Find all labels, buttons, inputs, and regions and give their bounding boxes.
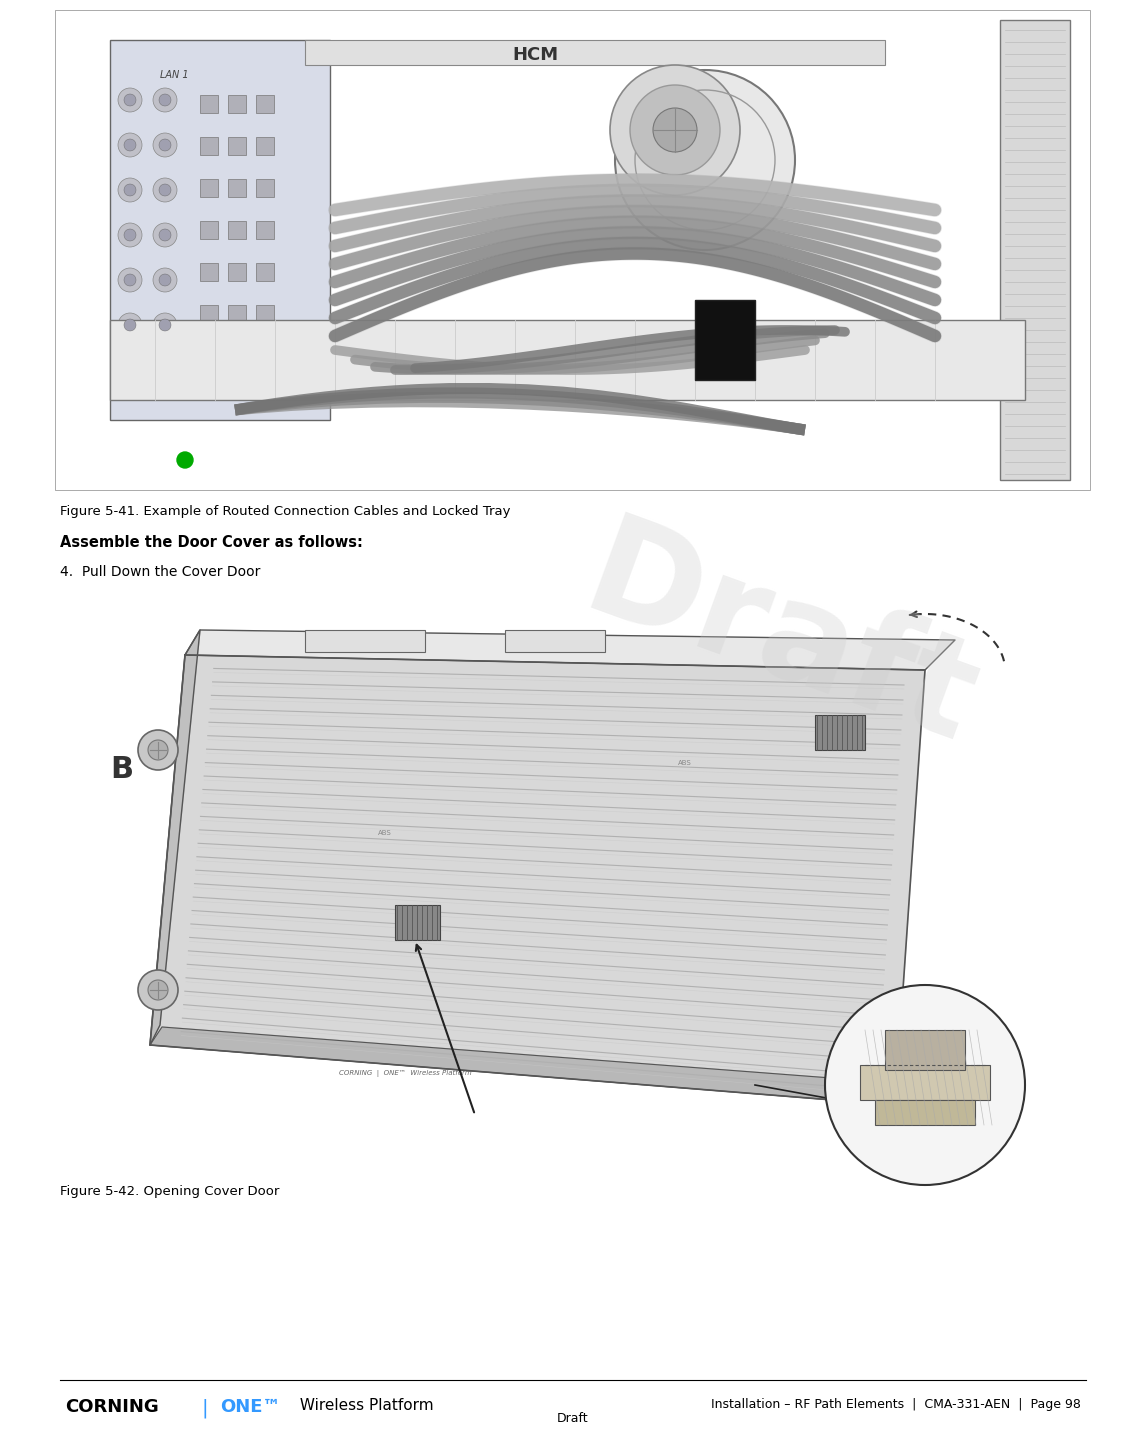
Bar — [228, 95, 246, 114]
Circle shape — [825, 986, 1025, 1184]
Bar — [1000, 20, 1070, 481]
Circle shape — [148, 740, 168, 760]
Circle shape — [653, 108, 697, 153]
Circle shape — [630, 85, 720, 176]
Circle shape — [176, 452, 193, 468]
Circle shape — [154, 132, 176, 157]
Bar — [256, 95, 274, 114]
Bar — [228, 178, 246, 197]
Bar — [305, 40, 885, 65]
Bar — [256, 222, 274, 239]
Bar — [228, 137, 246, 155]
Bar — [256, 305, 274, 322]
Circle shape — [159, 184, 171, 196]
Circle shape — [148, 980, 168, 1000]
Circle shape — [118, 88, 142, 112]
Text: ABS: ABS — [378, 830, 392, 836]
Text: Assemble the Door Cover as follows:: Assemble the Door Cover as follows: — [60, 535, 363, 550]
Polygon shape — [150, 655, 925, 1105]
Circle shape — [154, 314, 176, 337]
Circle shape — [159, 140, 171, 151]
Bar — [256, 178, 274, 197]
Bar — [815, 715, 865, 750]
Text: Draft: Draft — [567, 508, 994, 773]
Circle shape — [118, 132, 142, 157]
Circle shape — [118, 268, 142, 292]
Text: HCM: HCM — [512, 46, 558, 63]
Bar — [305, 630, 425, 652]
Circle shape — [159, 229, 171, 240]
Bar — [885, 1030, 965, 1071]
Circle shape — [124, 140, 136, 151]
Bar — [228, 222, 246, 239]
Circle shape — [124, 273, 136, 286]
Text: ABS: ABS — [678, 760, 692, 766]
Circle shape — [124, 94, 136, 106]
Bar — [110, 319, 1025, 400]
Circle shape — [138, 730, 178, 770]
Text: Installation – RF Path Elements  |  CMA-331-AEN  |  Page 98: Installation – RF Path Elements | CMA-33… — [712, 1399, 1081, 1412]
Text: Draft: Draft — [557, 1412, 589, 1425]
Bar — [860, 1065, 990, 1099]
Text: LAN 1: LAN 1 — [160, 71, 189, 81]
Bar — [228, 305, 246, 322]
Bar — [256, 137, 274, 155]
Bar — [201, 95, 218, 114]
Bar — [201, 222, 218, 239]
Circle shape — [610, 65, 740, 196]
Text: B: B — [110, 755, 133, 784]
Bar — [228, 263, 246, 281]
Bar — [55, 594, 1090, 1166]
Bar — [201, 137, 218, 155]
Circle shape — [138, 970, 178, 1010]
Text: Wireless Platform: Wireless Platform — [295, 1399, 433, 1413]
Text: CORNING: CORNING — [65, 1399, 159, 1416]
Text: Figure 5-41. Example of Routed Connection Cables and Locked Tray: Figure 5-41. Example of Routed Connectio… — [60, 505, 510, 518]
Bar — [505, 630, 605, 652]
Text: ONE™: ONE™ — [220, 1399, 281, 1416]
Polygon shape — [150, 630, 201, 1045]
Circle shape — [118, 314, 142, 337]
Circle shape — [615, 71, 795, 250]
Circle shape — [154, 223, 176, 248]
Bar — [201, 263, 218, 281]
Circle shape — [118, 178, 142, 201]
Text: 4.  Pull Down the Cover Door: 4. Pull Down the Cover Door — [60, 566, 260, 578]
Bar — [55, 10, 1090, 491]
Circle shape — [154, 268, 176, 292]
Circle shape — [124, 319, 136, 331]
Bar — [876, 1099, 975, 1125]
Text: Figure 5-42. Opening Cover Door: Figure 5-42. Opening Cover Door — [60, 1184, 280, 1199]
Circle shape — [124, 184, 136, 196]
Circle shape — [159, 273, 171, 286]
Bar — [110, 40, 330, 420]
Circle shape — [154, 178, 176, 201]
Circle shape — [159, 94, 171, 106]
Bar — [201, 305, 218, 322]
Circle shape — [159, 319, 171, 331]
Bar — [694, 299, 755, 380]
Circle shape — [124, 229, 136, 240]
Text: |: | — [202, 1399, 209, 1417]
Circle shape — [118, 223, 142, 248]
Bar — [256, 263, 274, 281]
Circle shape — [154, 88, 176, 112]
Polygon shape — [185, 630, 955, 671]
Bar — [201, 178, 218, 197]
Text: CORNING  |  ONE™  Wireless Platform: CORNING | ONE™ Wireless Platform — [338, 1069, 471, 1076]
Bar — [395, 905, 440, 940]
Polygon shape — [150, 1027, 923, 1105]
